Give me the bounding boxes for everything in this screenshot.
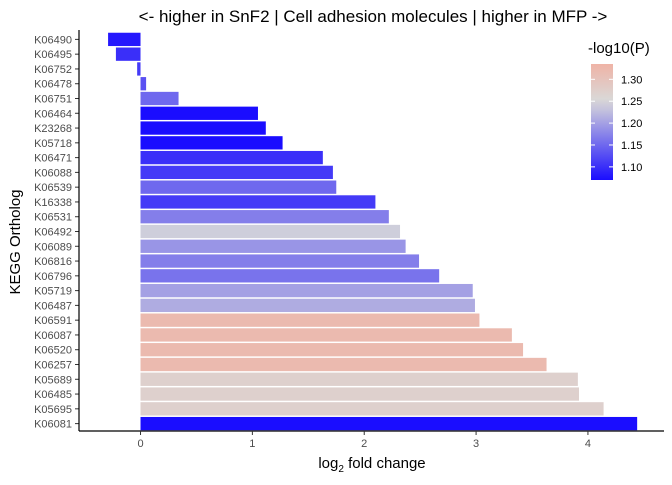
x-title-rest: fold change: [344, 455, 426, 472]
bar-k06088: [140, 165, 333, 180]
legend-tick-label: 1.15: [621, 140, 642, 152]
y-tick-label: K06816: [34, 256, 72, 268]
y-tick-label: K06087: [34, 330, 72, 342]
y-tick-label: K05719: [34, 286, 72, 298]
bar-k06087: [140, 328, 512, 342]
x-tick-label: 3: [473, 438, 479, 450]
legend-title: -log10(P): [588, 40, 650, 57]
y-tick-label: K06531: [34, 212, 72, 224]
y-tick-label: K06591: [34, 315, 72, 327]
bar-k06257: [140, 357, 547, 372]
x-tick-label: 4: [585, 438, 591, 450]
y-tick-label: K05718: [34, 138, 72, 150]
y-tick-label: K06752: [34, 64, 72, 76]
bar-k06487: [140, 298, 475, 313]
bar-k06495: [115, 47, 141, 61]
bar-k06471: [140, 150, 323, 165]
bar-k06520: [140, 343, 524, 357]
chart-title: <- higher in SnF2 | Cell adhesion molecu…: [139, 7, 608, 26]
y-tick-label: K05695: [34, 404, 72, 416]
y-tick-label: K06088: [34, 167, 72, 179]
y-tick-label: K06089: [34, 241, 72, 253]
x-title-main: log: [318, 455, 338, 472]
y-tick-label: K06539: [34, 182, 72, 194]
y-tick-label: K06751: [34, 94, 72, 106]
bar-k06751: [140, 91, 179, 106]
x-tick-label: 0: [137, 438, 143, 450]
bar-k06081: [140, 416, 638, 431]
plot-area: [108, 32, 638, 431]
bar-k06531: [140, 210, 389, 224]
x-tick-label: 1: [249, 438, 255, 450]
x-title-subscript: 2: [338, 464, 344, 475]
y-tick-label: K16338: [34, 197, 72, 209]
y-tick-label: K06492: [34, 227, 72, 239]
y-tick-label: K06464: [34, 108, 72, 120]
x-tick-label: 2: [361, 438, 367, 450]
y-tick-label: K06257: [34, 360, 72, 372]
legend-tick-label: 1.20: [621, 118, 642, 130]
y-tick-label: K06796: [34, 271, 72, 283]
bar-k06539: [140, 180, 337, 194]
y-tick-label: K06487: [34, 300, 72, 312]
y-tick-label: K05689: [34, 374, 72, 386]
legend-tick-label: 1.10: [621, 162, 642, 174]
bar-k05689: [140, 372, 578, 386]
y-tick-label: K06490: [34, 34, 72, 46]
bar-k06492: [140, 224, 401, 239]
bar-k05718: [140, 136, 283, 150]
x-axis-title: log2 fold change: [318, 455, 425, 475]
legend-colorbar: [591, 64, 613, 180]
y-tick-label: K06485: [34, 389, 72, 401]
bar-k05719: [140, 283, 473, 298]
bar-k05695: [140, 402, 604, 416]
axes: K06490 K06495 K06752 K06478 K06751 K06464 K232…: [34, 30, 664, 450]
bar-k06816: [140, 254, 420, 268]
y-tick-label: K06495: [34, 49, 72, 61]
y-tick-label: K06081: [34, 419, 72, 431]
bar-k06478: [140, 77, 147, 91]
bar-k23268: [140, 121, 266, 135]
bar-k06485: [140, 387, 579, 401]
bar-k16338: [140, 195, 376, 209]
y-tick-label: K06478: [34, 79, 72, 91]
bar-k06089: [140, 239, 406, 253]
bar-k06464: [140, 106, 258, 120]
legend-tick-label: 1.25: [621, 96, 642, 108]
bar-k06752: [137, 62, 141, 76]
y-axis-title: KEGG Ortholog: [7, 189, 24, 294]
y-tick-label: K06471: [34, 153, 72, 165]
y-tick-label: K06520: [34, 345, 72, 357]
bar-k06796: [140, 269, 440, 283]
y-tick-label: K23268: [34, 123, 72, 135]
legend-tick-label: 1.30: [621, 74, 642, 86]
bar-k06490: [108, 32, 141, 47]
legend: -log10(P) 1.10 1.15 1.20 1.25 1.30: [588, 40, 650, 180]
bar-k06591: [140, 313, 480, 327]
